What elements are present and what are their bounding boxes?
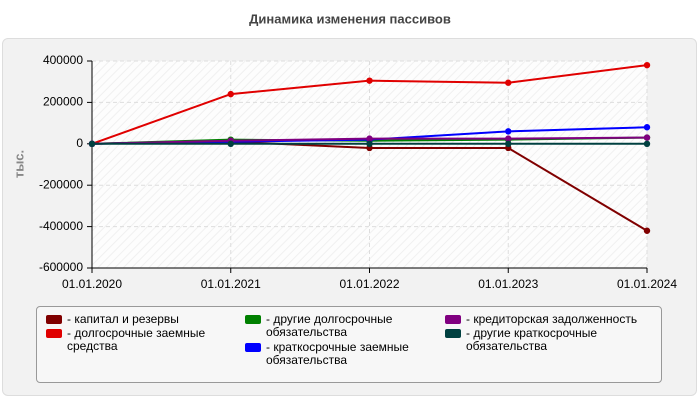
- legend-label: - другие долгосрочные обязательства: [266, 312, 393, 339]
- legend-swatch: [445, 315, 461, 324]
- y-axis-label: тыс.: [11, 150, 26, 178]
- legend-label: - другие краткосрочные обязательства: [466, 326, 598, 353]
- legend-item[interactable]: - другие краткосрочные обязательства: [445, 327, 645, 353]
- data-point: [88, 140, 96, 147]
- y-tick-label: -400000: [39, 219, 83, 233]
- data-point: [366, 140, 373, 147]
- legend-label: - краткосрочные заемные обязательства: [266, 340, 409, 367]
- legend-swatch: [46, 315, 62, 324]
- y-tick-label: 400000: [43, 53, 83, 67]
- legend-item[interactable]: - краткосрочные заемные обязательства: [245, 341, 445, 367]
- data-point: [366, 77, 373, 84]
- legend-swatch: [445, 329, 461, 338]
- y-tick-label: 0: [76, 136, 83, 150]
- legend-swatch: [245, 343, 261, 352]
- x-tick-label: 01.01.2024: [617, 277, 677, 291]
- x-tick-label: 01.01.2023: [478, 277, 538, 291]
- y-tick-label: 200000: [43, 95, 83, 109]
- x-tick-label: 01.01.2022: [339, 277, 399, 291]
- data-point: [505, 135, 512, 142]
- y-tick-label: -600000: [39, 260, 83, 274]
- data-point: [643, 227, 651, 234]
- legend: - капитал и резервы - долгосрочные заемны…: [36, 306, 662, 383]
- legend-item[interactable]: - другие долгосрочные обязательства: [245, 313, 445, 339]
- legend-label: - капитал и резервы: [67, 312, 179, 326]
- legend-item[interactable]: - долгосрочные заемные средства: [46, 327, 246, 353]
- data-point: [643, 124, 651, 131]
- legend-swatch: [245, 315, 261, 324]
- data-point: [366, 135, 373, 142]
- plot-area: [92, 61, 647, 268]
- chart-title: Динамика изменения пассивов: [249, 11, 451, 26]
- legend-item[interactable]: - кредиторская задолженность: [445, 313, 645, 326]
- data-point: [643, 140, 651, 147]
- data-point: [227, 140, 234, 147]
- y-tick-label: -200000: [39, 177, 83, 191]
- legend-label: - долгосрочные заемные средства: [67, 326, 206, 353]
- data-point: [505, 140, 512, 147]
- data-point: [643, 134, 651, 141]
- legend-item[interactable]: - капитал и резервы: [46, 313, 246, 326]
- x-tick-label: 01.01.2021: [201, 277, 261, 291]
- data-point: [643, 61, 651, 69]
- x-tick-label: 01.01.2020: [62, 277, 122, 291]
- data-point: [505, 79, 512, 86]
- data-point: [505, 128, 512, 135]
- legend-swatch: [46, 329, 62, 338]
- data-point: [227, 90, 234, 98]
- legend-label: - кредиторская задолженность: [466, 312, 638, 326]
